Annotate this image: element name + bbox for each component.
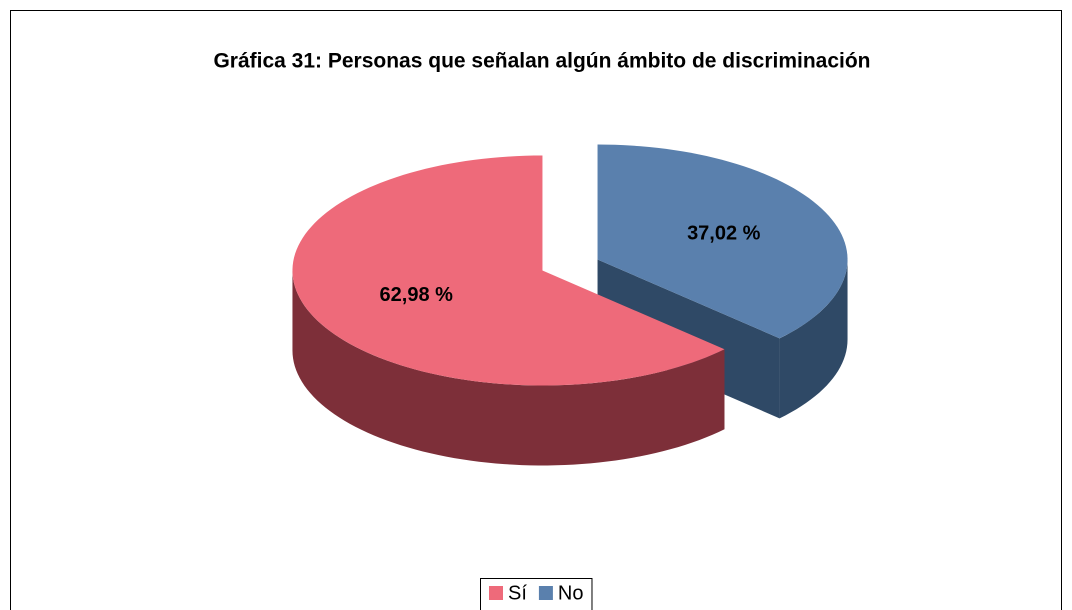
chart-title: Gráfica 31: Personas que señalan algún á… bbox=[213, 50, 870, 73]
slice-top bbox=[292, 155, 725, 386]
legend-swatch bbox=[538, 586, 553, 600]
pie-slice: 62,98 % bbox=[292, 155, 725, 466]
legend-label: Sí bbox=[508, 582, 527, 604]
slice-side bbox=[779, 259, 848, 419]
slice-side bbox=[292, 270, 725, 466]
legend-label: No bbox=[558, 582, 584, 604]
slice-top bbox=[597, 144, 848, 339]
legend: Sí No bbox=[480, 578, 593, 610]
data-label: 62,98 % bbox=[380, 284, 454, 306]
data-label: 37,02 % bbox=[687, 223, 761, 245]
legend-swatch bbox=[489, 586, 503, 600]
